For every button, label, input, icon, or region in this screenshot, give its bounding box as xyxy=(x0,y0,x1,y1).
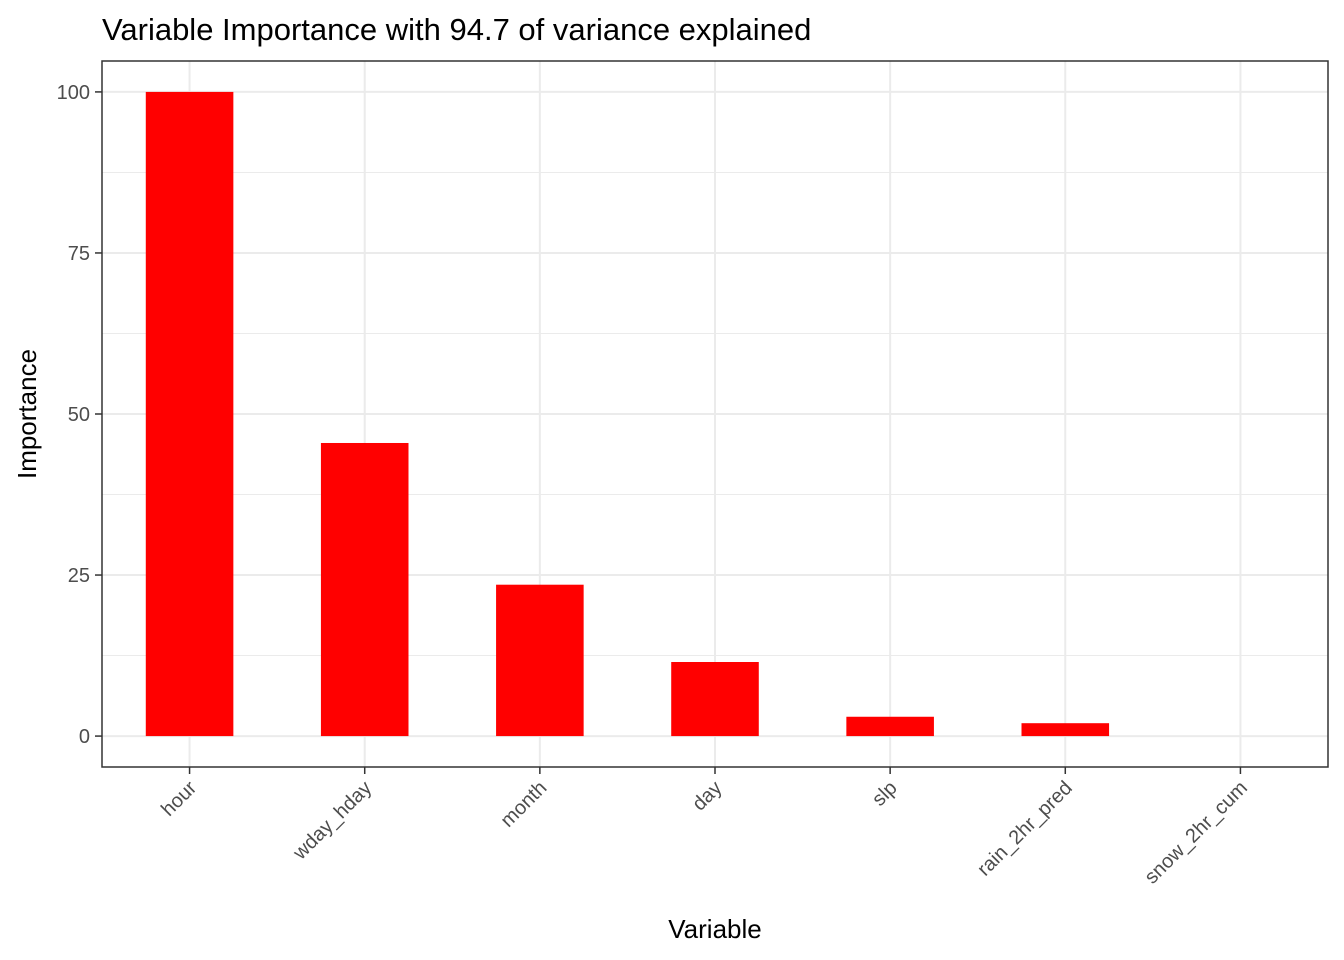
y-axis-title: Importance xyxy=(12,349,42,479)
x-tick-label-rain_2hr_pred: rain_2hr_pred xyxy=(973,777,1077,881)
x-tick-label-day: day xyxy=(688,777,726,815)
x-tick-label-hour: hour xyxy=(157,777,201,821)
bar-month xyxy=(496,584,584,737)
x-tick-label-snow_2hr_cum: snow_2hr_cum xyxy=(1141,777,1252,888)
plot-panel: 0 25 50 75 100 hour wday_hday month day slp rain_2… xyxy=(57,60,1329,888)
chart-title: Variable Importance with 94.7 of varianc… xyxy=(102,12,811,47)
bar-wday_hday xyxy=(320,442,409,737)
x-tick-label-slp: slp xyxy=(868,777,902,811)
x-tick-label-wday_hday: wday_hday xyxy=(288,777,376,865)
y-tick-label: 100 xyxy=(57,82,90,104)
y-tick-label: 25 xyxy=(68,565,90,587)
bar-rain_2hr_pred xyxy=(1021,723,1110,737)
x-tick-label-month: month xyxy=(497,777,552,832)
y-tick-label: 50 xyxy=(68,404,90,426)
y-tick-label: 0 xyxy=(79,726,90,748)
x-axis-title: Variable xyxy=(668,914,761,944)
bar-slp xyxy=(846,716,934,737)
y-tick-label: 75 xyxy=(68,243,90,265)
bar-hour xyxy=(145,91,234,737)
bar-day xyxy=(671,662,759,737)
